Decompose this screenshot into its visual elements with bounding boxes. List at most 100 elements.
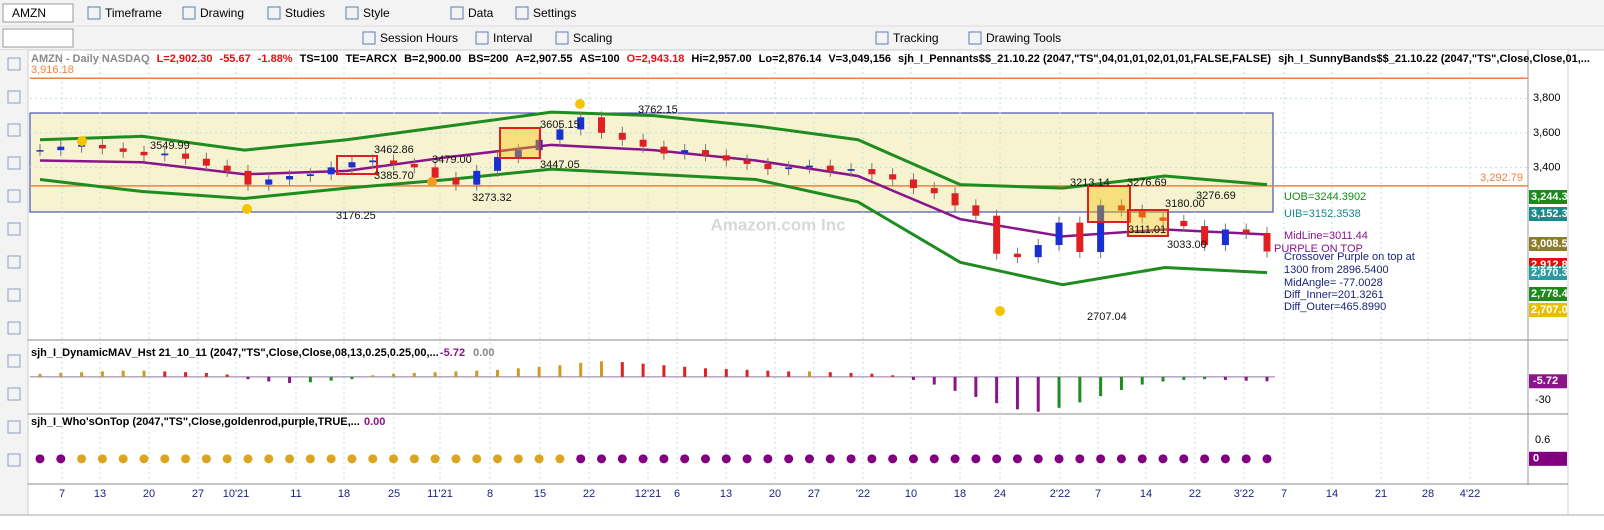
quote-field: -1.88% — [258, 53, 293, 65]
pivot-marker — [575, 99, 585, 109]
quote-field: TS=100 — [300, 53, 339, 65]
band-label: MidAngle= -77.0028 — [1284, 277, 1383, 289]
toolbar-icon[interactable] — [345, 6, 359, 20]
tool-icon[interactable] — [7, 354, 21, 368]
signal-dot — [97, 454, 107, 464]
toolbar-icon[interactable] — [87, 6, 101, 20]
toolbar-icon[interactable] — [515, 6, 529, 20]
signal-dot — [784, 454, 794, 464]
dots-tag-label: 0 — [1533, 453, 1539, 465]
toolbar-icon[interactable] — [267, 6, 281, 20]
hist-bar — [932, 376, 936, 385]
signal-dot — [451, 454, 461, 464]
price-tag-label: 3,008.5 — [1531, 238, 1568, 250]
toolbar-icon[interactable] — [362, 31, 376, 45]
signal-dot — [139, 454, 149, 464]
dots-tag — [1529, 451, 1567, 466]
grid — [30, 52, 1528, 484]
date-label: 4'22 — [1460, 488, 1480, 500]
tool-icon[interactable] — [7, 156, 21, 170]
tool-icon[interactable] — [7, 90, 21, 104]
date-label: 22 — [583, 488, 595, 500]
hist-bar — [579, 362, 583, 377]
band-label: MidLine=3011.44 — [1284, 230, 1368, 242]
study-reading: 0.00 — [473, 347, 494, 359]
toolbar-button[interactable]: Settings — [533, 6, 576, 20]
toolbar-button[interactable]: Studies — [285, 6, 325, 20]
signal-dot — [1137, 454, 1147, 464]
toolbar-icon[interactable] — [968, 31, 982, 45]
tool-icon[interactable] — [7, 123, 21, 137]
date-label: 27 — [192, 488, 204, 500]
tool-icon[interactable] — [7, 387, 21, 401]
toolbar-icon[interactable] — [875, 31, 889, 45]
toolbar-button[interactable]: Interval — [493, 31, 532, 45]
tool-icon[interactable] — [7, 453, 21, 467]
toolbar-button[interactable]: Timeframe — [105, 6, 162, 20]
tool-icon[interactable] — [7, 255, 21, 269]
toolbar-button[interactable]: Session Hours — [380, 31, 458, 45]
empty-box[interactable] — [2, 28, 74, 48]
candle-body — [826, 165, 834, 171]
hist-bar — [246, 376, 250, 380]
signal-dot — [513, 454, 523, 464]
toolbar-icon[interactable] — [182, 6, 196, 20]
hist-bar — [433, 372, 437, 377]
tool-icon[interactable] — [7, 420, 21, 434]
candle-body — [639, 139, 647, 147]
pennant — [336, 155, 378, 175]
date-label: 24 — [994, 488, 1006, 500]
toolbar-button[interactable]: Drawing — [200, 6, 244, 20]
date-label: 7 — [1281, 488, 1287, 500]
candle-body — [618, 132, 626, 140]
hist-bar — [142, 370, 146, 377]
candle-body — [722, 155, 730, 161]
signal-dot — [118, 454, 128, 464]
date-label: 6 — [674, 488, 680, 500]
date-label: 21 — [1375, 488, 1387, 500]
symbol-box[interactable] — [2, 3, 74, 23]
candle-body — [889, 174, 897, 180]
tool-icon[interactable] — [7, 288, 21, 302]
band-label: PURPLE ON TOP — [1274, 243, 1363, 255]
toolbar-button[interactable]: Style — [363, 6, 390, 20]
toolbar-button[interactable]: Data — [468, 6, 494, 20]
hist-bar — [1244, 376, 1248, 381]
tool-icon[interactable] — [7, 321, 21, 335]
tool-icon[interactable] — [7, 57, 21, 71]
toolbar-icon[interactable] — [450, 6, 464, 20]
signal-dot — [1116, 454, 1126, 464]
signal-dot — [1096, 454, 1106, 464]
band-label: Diff_Inner=201.3261 — [1284, 289, 1384, 301]
toolbar-button[interactable]: Tracking — [893, 31, 939, 45]
date-label: 20 — [143, 488, 155, 500]
toolbar-button[interactable]: Drawing Tools — [986, 31, 1061, 45]
price-tag-label: 3,244.3 — [1531, 191, 1568, 203]
tool-icon[interactable] — [7, 189, 21, 203]
candle-body — [577, 117, 585, 130]
candle-body — [785, 167, 793, 170]
symbol[interactable]: AMZN — [12, 6, 46, 20]
candle-body — [36, 150, 44, 152]
signal-dot — [659, 454, 669, 464]
candle-body — [140, 151, 148, 156]
candle-body — [868, 169, 876, 175]
quote-field: AS=100 — [580, 53, 620, 65]
hist-bar — [974, 376, 978, 397]
candle-body — [1242, 229, 1250, 233]
toolbar-icon[interactable] — [555, 31, 569, 45]
tool-icon[interactable] — [7, 222, 21, 236]
candle-body — [306, 174, 314, 177]
candle-body — [223, 165, 231, 171]
tool-strip — [0, 50, 28, 515]
candle-body — [431, 167, 439, 178]
candle-body — [327, 167, 335, 175]
hist-bar — [891, 375, 895, 377]
signal-dot — [804, 454, 814, 464]
toolbar-button[interactable]: Scaling — [573, 31, 612, 45]
toolbar-icon[interactable] — [475, 31, 489, 45]
candle-body — [390, 160, 398, 164]
signal-dot — [1200, 454, 1210, 464]
signal-dot — [763, 454, 773, 464]
date-label: 10 — [905, 488, 917, 500]
